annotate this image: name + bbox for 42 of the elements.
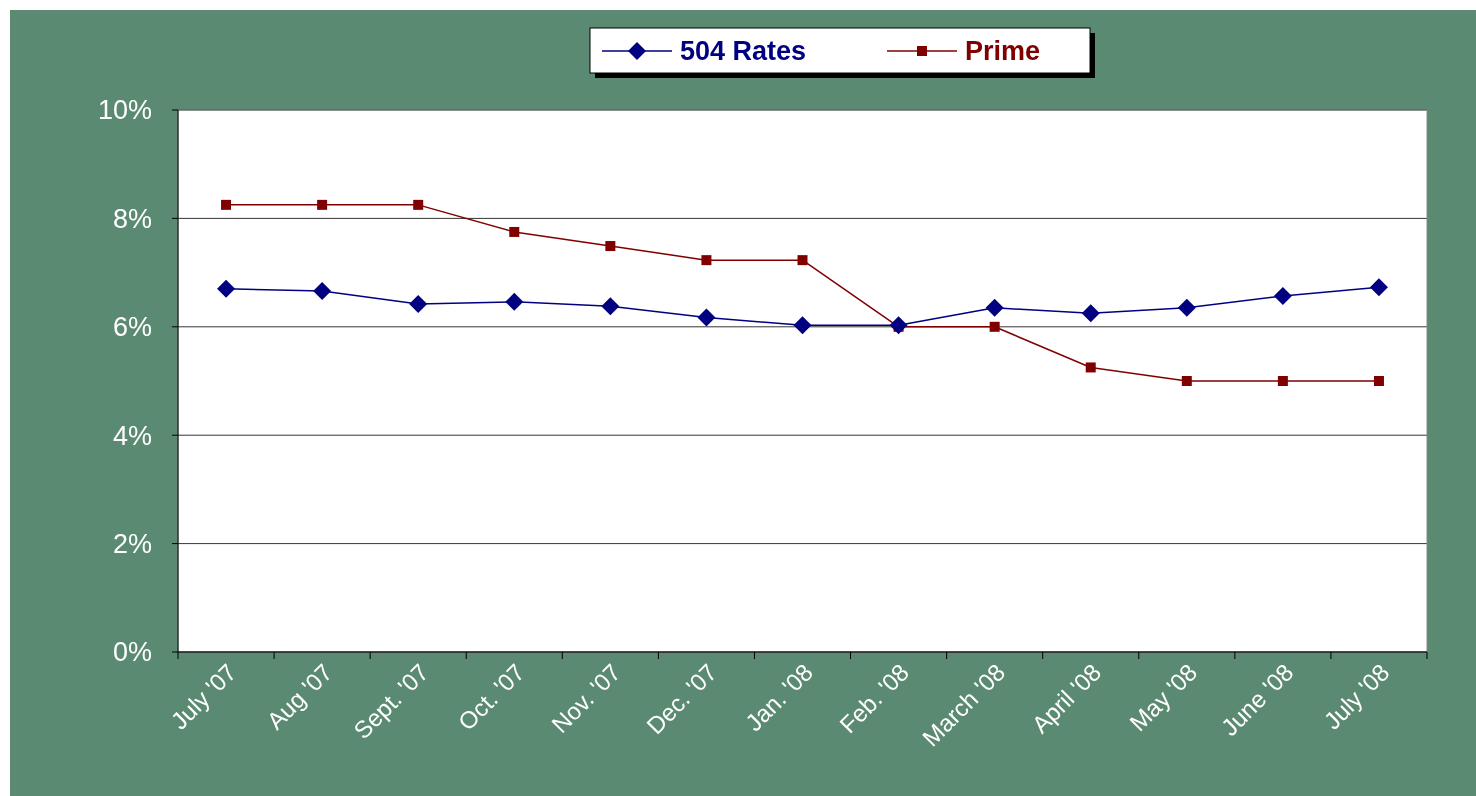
y-tick-label: 10% <box>97 95 152 126</box>
point <box>313 282 332 301</box>
point <box>317 199 328 210</box>
x-tick-label: Nov. '07 <box>546 658 626 738</box>
point <box>793 316 812 335</box>
point <box>1273 286 1292 305</box>
point <box>697 308 716 327</box>
point <box>221 199 232 210</box>
point <box>1085 362 1096 373</box>
x-tick-label: Aug '07 <box>261 658 338 735</box>
point <box>1373 376 1384 386</box>
point <box>985 298 1004 317</box>
point <box>409 295 428 314</box>
point <box>889 316 908 335</box>
y-tick-label: 8% <box>112 203 152 234</box>
point <box>1081 304 1100 323</box>
x-tick-label: July '08 <box>1318 658 1395 735</box>
point <box>701 255 712 266</box>
y-tick-label: 4% <box>112 420 152 451</box>
point <box>601 297 620 316</box>
y-tick-label: 6% <box>112 312 152 343</box>
point <box>505 292 524 311</box>
x-tick-label: Dec. '07 <box>641 658 722 740</box>
point <box>989 321 1000 332</box>
legend-label: 504 Rates <box>680 36 807 67</box>
y-tick-label: 2% <box>112 529 152 560</box>
point <box>1277 376 1288 386</box>
point <box>797 255 808 266</box>
legend-label: Prime <box>965 36 1041 67</box>
point <box>509 226 520 237</box>
x-tick-label: May '08 <box>1124 658 1203 737</box>
point <box>1177 298 1196 317</box>
x-tick-label: July '07 <box>165 658 242 735</box>
x-tick-label: Feb. '08 <box>834 658 915 739</box>
point <box>413 199 424 210</box>
x-tick-label: Oct. '07 <box>452 658 530 736</box>
point <box>217 279 236 298</box>
point <box>1369 278 1388 297</box>
x-tick-label: Jan. '08 <box>739 658 818 737</box>
y-tick-label: 0% <box>112 637 152 668</box>
point <box>1181 376 1192 386</box>
point <box>605 241 616 252</box>
